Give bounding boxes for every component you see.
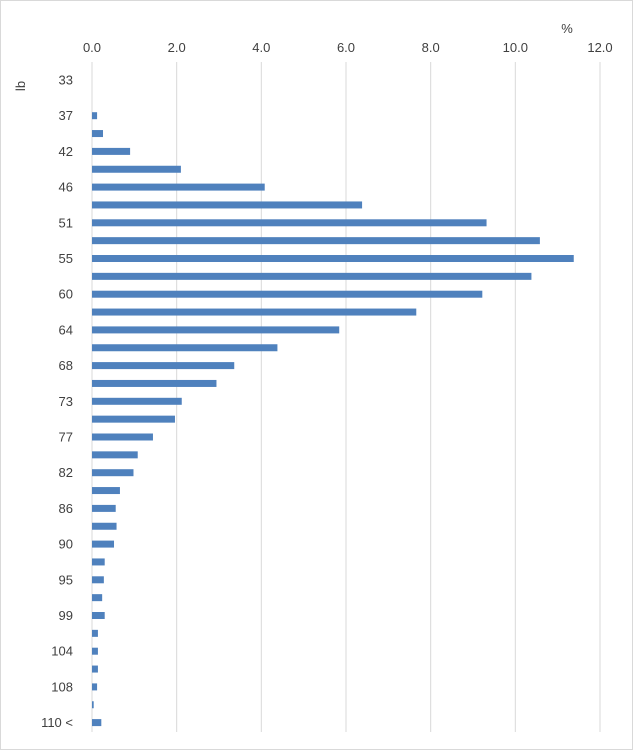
y-tick-label: 68 [59, 358, 73, 373]
bar-44 [92, 165, 181, 173]
x-tick-labels: 0.0 2.0 4.0 6.0 8.0 10.0 12.0 [83, 40, 613, 55]
y-tick-label: 82 [59, 465, 73, 480]
x-tick-label: 12.0 [587, 40, 612, 55]
x-axis-title: % [561, 21, 573, 36]
bar-51 [92, 219, 487, 227]
y-tick-label: 95 [59, 572, 73, 587]
y-tick-label: 104 [51, 644, 73, 659]
y-tick-label: 64 [59, 322, 73, 337]
bar-62 [92, 308, 417, 316]
bar-40 [92, 130, 104, 138]
bar-97 [92, 594, 103, 602]
x-tick-label: 2.0 [168, 40, 186, 55]
bar-99 [92, 612, 105, 619]
bar-77 [92, 433, 153, 441]
bar-46 [92, 183, 265, 191]
y-tick-labels: 33 37 42 46 51 55 60 64 68 73 77 82 86 90 95 99 104 108 11… [41, 73, 73, 731]
bar-90 [92, 540, 115, 548]
bar-84 [92, 487, 120, 495]
bar-49 [92, 201, 363, 209]
x-tick-label: 4.0 [252, 40, 270, 55]
y-tick-label: 37 [59, 108, 73, 123]
y-tick-label: 99 [59, 608, 73, 623]
bar-73 [92, 397, 182, 405]
bar-86 [92, 504, 116, 512]
y-tick-label: 90 [59, 537, 73, 552]
x-tick-label: 8.0 [422, 40, 440, 55]
bar-64 [92, 326, 340, 334]
bar-37 [92, 112, 98, 120]
bar-110-plus [92, 719, 102, 727]
bar-68 [92, 362, 235, 370]
gridlines [91, 62, 601, 732]
y-tick-label: 110 < [41, 715, 73, 730]
y-tick-label: 108 [51, 679, 73, 694]
bar-75 [92, 415, 175, 423]
bar-66 [92, 344, 278, 352]
bar-55 [92, 255, 574, 262]
x-tick-label: 6.0 [337, 40, 355, 55]
x-tick-label: 0.0 [83, 40, 101, 55]
bar-71 [92, 379, 217, 387]
bar-79 [92, 451, 138, 459]
bar-53 [92, 237, 540, 245]
bar-95 [92, 576, 104, 584]
x-tick-label: 10.0 [503, 40, 528, 55]
bar-106 [92, 665, 98, 673]
bar-42 [92, 147, 131, 155]
bar-101 [92, 629, 98, 637]
y-tick-label: 55 [59, 251, 73, 266]
bar-82 [92, 469, 134, 477]
y-tick-label: 73 [59, 394, 73, 409]
y-tick-label: 46 [59, 180, 73, 195]
bar-110 [92, 701, 94, 709]
y-tick-label: 51 [59, 215, 73, 230]
bar-108 [92, 683, 98, 691]
y-tick-label: 86 [59, 501, 73, 516]
bar-57 [92, 272, 532, 280]
y-tick-label: 33 [59, 73, 73, 88]
y-tick-label: 60 [59, 287, 73, 302]
y-axis-title: lb [13, 81, 28, 91]
bar-104 [92, 647, 98, 655]
bar-88 [92, 522, 117, 530]
bar-93 [92, 558, 105, 566]
y-tick-label: 77 [59, 430, 73, 445]
bars [92, 112, 574, 727]
y-tick-label: 42 [59, 144, 73, 159]
bar-60 [92, 290, 483, 298]
